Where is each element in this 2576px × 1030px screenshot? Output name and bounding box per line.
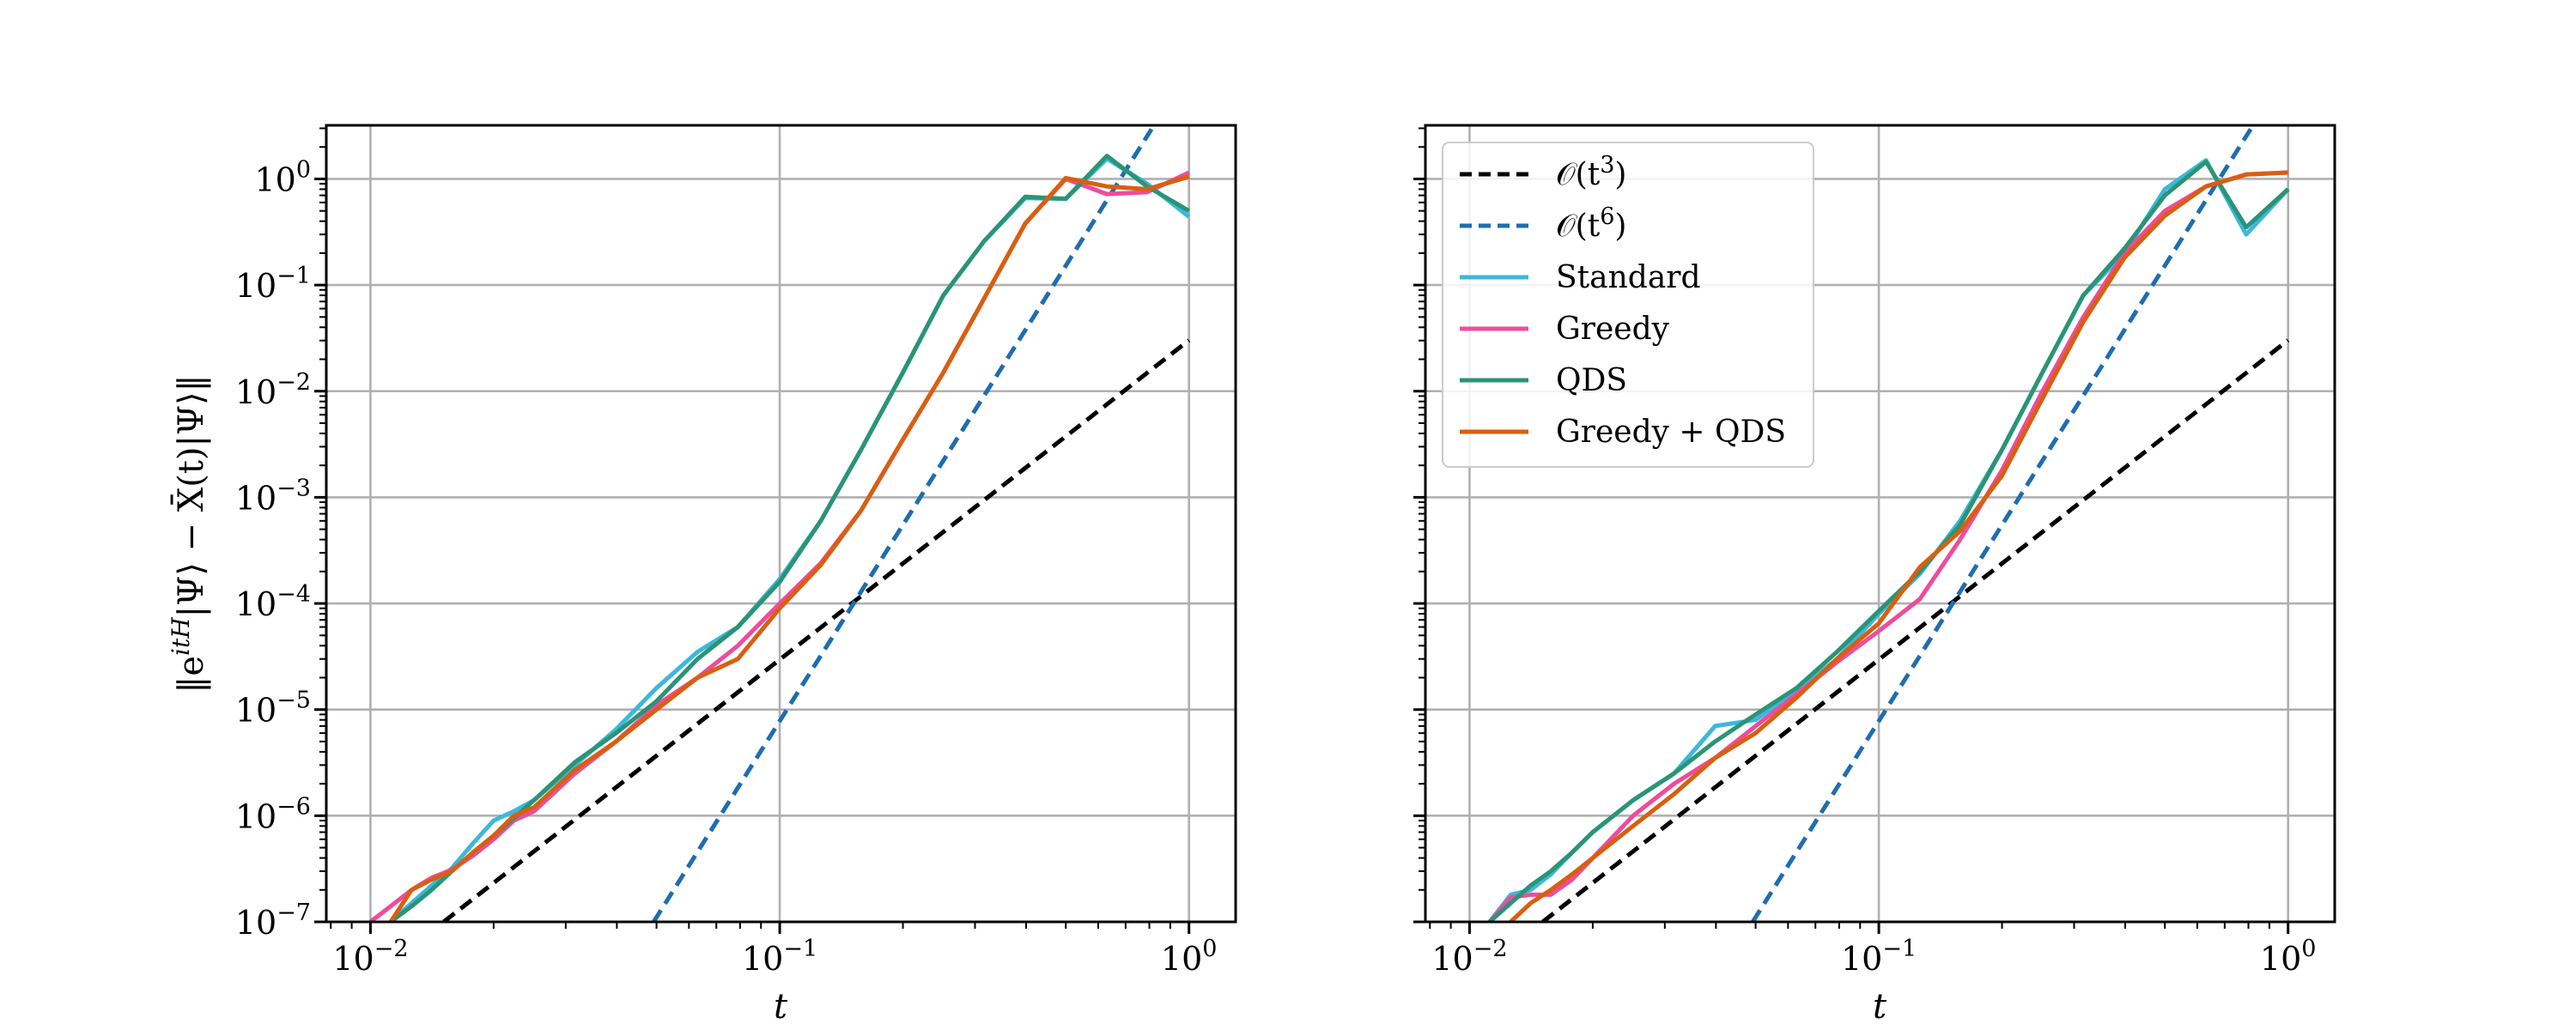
right-panel: 10−2 10−1 100 t 𝒪(t3) 𝒪(t6) Standard Gre… [1413,124,2336,1027]
legend-entry-greedy: Greedy [1460,312,1670,347]
right-series-layer [1487,128,2290,922]
legend-entry-qds: QDS [1460,363,1627,398]
left-xtick-exp-1: −2 [374,936,409,962]
left-ytick-base-6: 10 [235,373,276,411]
left-xtick-base-3: 10 [1161,940,1202,978]
legend-label-qds: QDS [1556,363,1627,398]
left-xtick-base-2: 10 [742,940,783,978]
left-x-axis-label: t [774,987,788,1027]
legend-label-o-t3: 𝒪(t3) [1556,152,1626,192]
right-series-o-t-3 [1541,338,2290,922]
legend-box [1442,142,1814,468]
left-xtick-label-3: 100 [1161,936,1218,978]
left-xtick-label-1: 10−2 [332,936,408,978]
left-ytick-exp-4: −4 [276,581,311,608]
ylabel-exp: itH [167,617,195,656]
legend-entry-greedy-qds: Greedy + QDS [1460,415,1786,450]
left-ytick-label-4: 10−4 [235,581,311,623]
left-series-layer [368,128,1191,922]
right-xtick-base-3: 10 [2260,940,2301,978]
left-ytick-base-4: 10 [235,585,276,623]
ylabel-rhs: |Ψ⟩ − X̄(t)|Ψ⟩‖ [171,374,211,617]
right-x-tick-labels: 10−2 10−1 100 [1431,936,2316,978]
legend-entry-standard: Standard [1460,260,1701,295]
left-ticks [314,127,1191,934]
left-ytick-label-2: 10−6 [235,793,311,835]
legend-label-greedy: Greedy [1556,312,1670,347]
right-xtick-label-2: 10−1 [1841,936,1917,978]
left-xtick-base-1: 10 [332,940,374,978]
left-xtick-label-2: 10−1 [742,936,817,978]
ylabel-lhs: ‖e [172,656,211,694]
right-xtick-base-2: 10 [1841,940,1882,978]
right-series-o-t-6 [1751,128,2253,922]
right-xtick-base-1: 10 [1431,940,1473,978]
left-x-tick-labels: 10−2 10−1 100 [332,936,1217,978]
y-axis-label: ‖eitH|Ψ⟩ − X̄(t)|Ψ⟩‖ [167,374,211,693]
right-series-qds [1488,160,2290,922]
left-ytick-label-6: 10−2 [235,369,311,411]
left-ytick-exp-1: −7 [276,900,311,926]
left-ytick-label-8: 100 [254,156,311,198]
left-series-o-t-3 [442,338,1191,922]
left-series-greedy-qds [388,174,1190,922]
left-ytick-base-7: 10 [235,267,276,305]
left-ytick-label-1: 10−7 [235,900,311,942]
left-ytick-exp-5: −3 [276,475,311,501]
right-xtick-exp-2: −1 [1882,936,1917,962]
left-ytick-exp-7: −1 [276,263,311,289]
right-ticks [1413,127,2290,934]
left-xtick-exp-3: 0 [1202,936,1217,962]
right-xtick-exp-3: 0 [2301,936,2316,962]
left-y-tick-labels: 10−7 10−6 10−5 10−4 10−3 10−2 10−1 100 [235,156,311,942]
legend-label-o-t6: 𝒪(t6) [1556,203,1626,244]
left-ytick-exp-8: 0 [296,156,311,183]
right-xtick-exp-1: −2 [1473,936,1508,962]
left-ytick-base-5: 10 [235,479,276,517]
left-ytick-label-5: 10−3 [235,475,311,517]
legend-label-greedy-qds: Greedy + QDS [1556,415,1786,450]
legend-entry-o-t6: 𝒪(t6) [1460,203,1626,244]
left-ytick-exp-3: −5 [276,688,311,714]
right-series-greedy [1488,170,2288,922]
left-ytick-exp-2: −6 [276,793,311,820]
left-panel: 10−2 10−1 100 10−7 10−6 10−5 10−4 10−3 1… [235,124,1237,1027]
right-x-axis-label: t [1873,987,1887,1027]
left-ytick-label-3: 10−5 [235,688,311,730]
left-ytick-base-8: 10 [254,161,295,198]
left-ytick-base-2: 10 [235,797,276,835]
left-ytick-exp-6: −2 [276,369,311,396]
left-series-o-t-6 [652,128,1154,922]
left-ytick-label-7: 10−1 [235,263,311,305]
right-series-greedy-qds [1509,170,2288,922]
left-ytick-base-3: 10 [235,692,276,730]
legend-entry-o-t3: 𝒪(t3) [1460,152,1626,192]
right-xtick-label-1: 10−2 [1431,936,1507,978]
left-ytick-base-1: 10 [235,904,276,942]
legend: 𝒪(t3) 𝒪(t6) Standard Greedy QDS Greedy +… [1442,142,1814,468]
right-xtick-label-3: 100 [2260,936,2317,978]
legend-label-standard: Standard [1556,260,1701,295]
left-xtick-exp-2: −1 [783,936,817,962]
